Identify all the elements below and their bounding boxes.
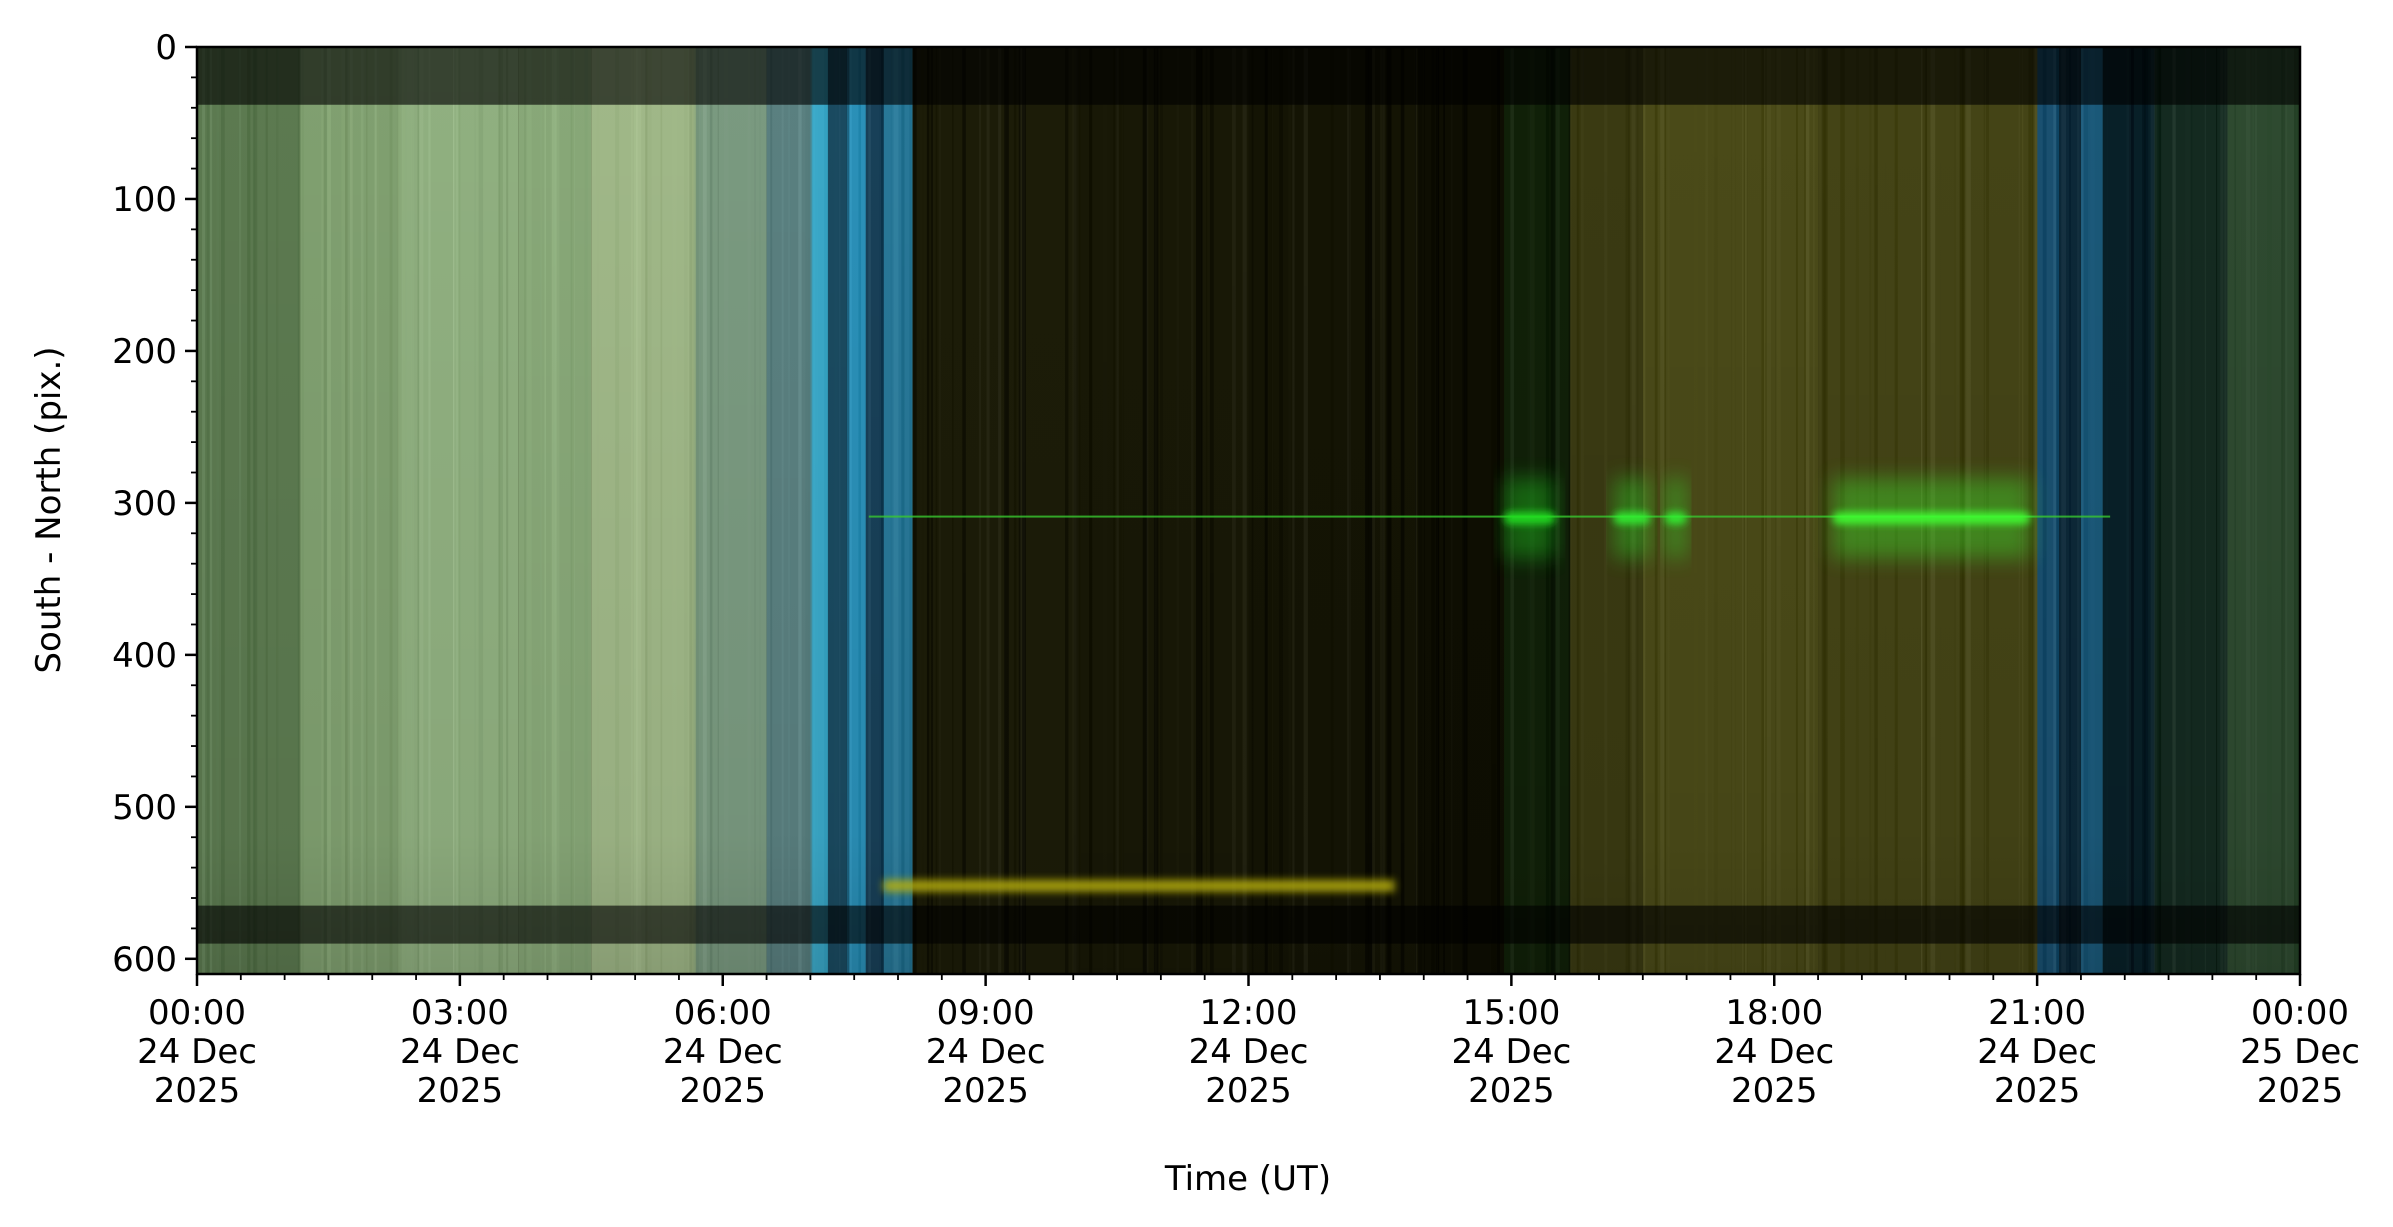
x-tick-label: 15:00 24 Dec 2025 (1451, 993, 1571, 1111)
dark-bands (197, 47, 2300, 944)
plot-area (197, 47, 2300, 974)
y-tick-label: 300 (112, 484, 177, 524)
y-tick-label: 200 (112, 332, 177, 372)
x-tick-label: 00:00 24 Dec 2025 (137, 993, 257, 1111)
x-tick-label: 21:00 24 Dec 2025 (1977, 993, 2097, 1111)
green-emission-blob (1504, 512, 1556, 525)
yellow-band (883, 879, 1395, 892)
dark-band (197, 905, 2300, 944)
y-axis-label: South - North (pix.) (29, 346, 69, 673)
dark-band (197, 47, 2300, 105)
green-emission-blob (1832, 512, 2030, 525)
x-tick-label: 09:00 24 Dec 2025 (926, 993, 1046, 1111)
x-tick-label: 03:00 24 Dec 2025 (400, 993, 520, 1111)
y-tick-label: 100 (112, 180, 177, 220)
y-tick-label: 400 (112, 636, 177, 676)
y-tick-label: 600 (112, 940, 177, 980)
x-tick-label: 12:00 24 Dec 2025 (1189, 993, 1309, 1111)
x-axis-label: Time (UT) (1164, 1159, 1331, 1199)
green-emission-line (868, 515, 2111, 518)
emission-features (868, 478, 2111, 892)
green-emission-blob (1613, 512, 1651, 525)
x-tick-label: 00:00 25 Dec 2025 (2240, 993, 2360, 1111)
x-tick-label: 18:00 24 Dec 2025 (1714, 993, 1834, 1111)
x-tick-label: 06:00 24 Dec 2025 (663, 993, 783, 1111)
y-axis: 0 100 200 300 400 500 600 (112, 28, 197, 980)
y-tick-label: 500 (112, 788, 177, 828)
x-axis: 00:00 24 Dec 2025 03:00 24 Dec 2025 06:00 24 De… (137, 974, 2360, 1111)
y-tick-label: 0 (155, 28, 177, 68)
green-emission-blob (1664, 512, 1687, 525)
